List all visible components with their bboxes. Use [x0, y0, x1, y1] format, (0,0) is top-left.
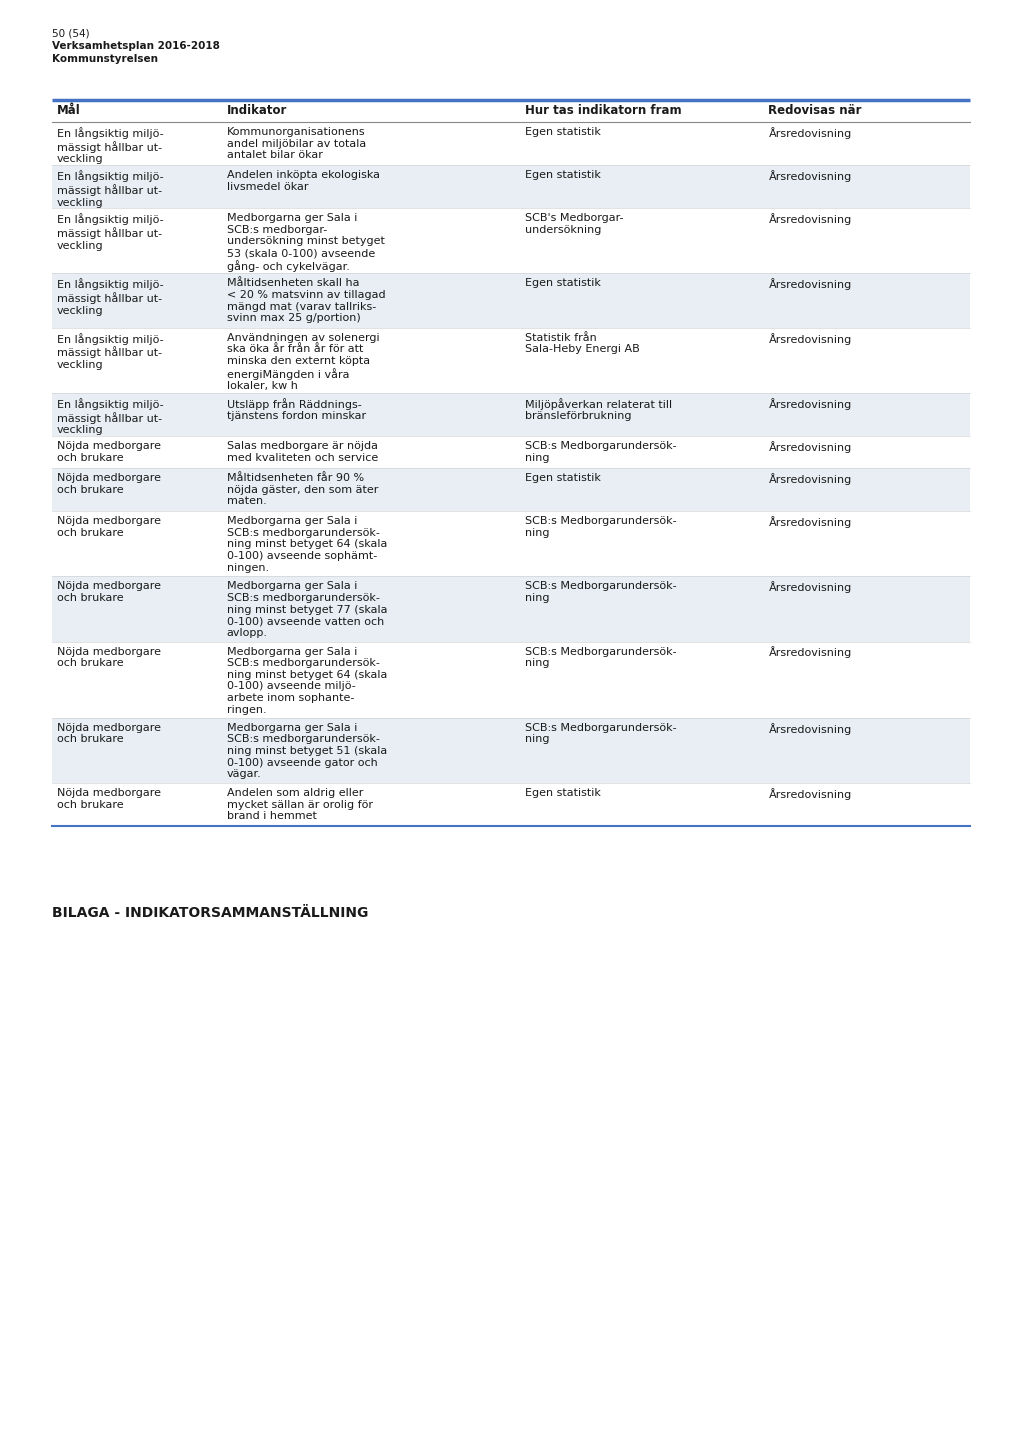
Bar — [52, 468, 970, 511]
Text: Medborgarna ger Sala i
SCB:s medborgar-
undersökning minst betyget
53 (skala 0-1: Medborgarna ger Sala i SCB:s medborgar- … — [227, 213, 385, 272]
Text: En långsiktig miljö-
mässigt hållbar ut-
veckling: En långsiktig miljö- mässigt hållbar ut-… — [57, 278, 164, 316]
Text: Medborgarna ger Sala i
SCB:s medborgarundersök-
ning minst betyget 64 (skala
0-1: Medborgarna ger Sala i SCB:s medborgarun… — [227, 646, 387, 714]
Text: Nöjda medborgare
och brukare: Nöjda medborgare och brukare — [57, 516, 161, 538]
Text: Statistik från
Sala-Heby Energi AB: Statistik från Sala-Heby Energi AB — [525, 333, 640, 354]
Bar — [52, 717, 970, 782]
Text: Nöjda medborgare
och brukare: Nöjda medborgare och brukare — [57, 723, 161, 745]
Text: Årsredovisning: Årsredovisning — [768, 128, 852, 139]
Text: Årsredovisning: Årsredovisning — [768, 213, 852, 225]
Text: Årsredovisning: Årsredovisning — [768, 788, 852, 800]
Text: Årsredovisning: Årsredovisning — [768, 398, 852, 410]
Text: Utsläpp från Räddnings-
tjänstens fordon minskar: Utsläpp från Räddnings- tjänstens fordon… — [227, 398, 366, 422]
Text: Användningen av solenergi
ska öka år från år för att
minska den externt köpta
en: Användningen av solenergi ska öka år frå… — [227, 333, 380, 391]
Text: SCB:s Medborgarundersök-
ning: SCB:s Medborgarundersök- ning — [525, 646, 677, 668]
Text: SCB:s Medborgarundersök-
ning: SCB:s Medborgarundersök- ning — [525, 440, 677, 462]
Text: Nöjda medborgare
och brukare: Nöjda medborgare och brukare — [57, 646, 161, 668]
Text: BILAGA - INDIKATORSAMMANSTÄLLNING: BILAGA - INDIKATORSAMMANSTÄLLNING — [52, 906, 369, 920]
Text: Andelen inköpta ekologiska
livsmedel ökar: Andelen inköpta ekologiska livsmedel öka… — [227, 170, 380, 191]
Text: Egen statistik: Egen statistik — [525, 128, 601, 138]
Text: Nöjda medborgare
och brukare: Nöjda medborgare och brukare — [57, 472, 161, 494]
Text: Årsredovisning: Årsredovisning — [768, 333, 852, 345]
Text: Årsredovisning: Årsredovisning — [768, 440, 852, 454]
Text: Egen statistik: Egen statistik — [525, 278, 601, 288]
Text: Egen statistik: Egen statistik — [525, 170, 601, 180]
Text: Redovisas när: Redovisas när — [768, 104, 862, 117]
Text: En långsiktig miljö-
mässigt hållbar ut-
veckling: En långsiktig miljö- mässigt hållbar ut-… — [57, 170, 164, 207]
Text: Mål: Mål — [57, 104, 81, 117]
Text: Egen statistik: Egen statistik — [525, 472, 601, 483]
Text: Andelen som aldrig eller
mycket sällan är orolig för
brand i hemmet: Andelen som aldrig eller mycket sällan ä… — [227, 788, 373, 822]
Text: Medborgarna ger Sala i
SCB:s medborgarundersök-
ning minst betyget 77 (skala
0-1: Medborgarna ger Sala i SCB:s medborgarun… — [227, 581, 387, 638]
Text: SCB:s Medborgarundersök-
ning: SCB:s Medborgarundersök- ning — [525, 516, 677, 538]
Text: Årsredovisning: Årsredovisning — [768, 278, 852, 290]
Text: Egen statistik: Egen statistik — [525, 788, 601, 798]
Bar — [52, 165, 970, 209]
Text: En långsiktig miljö-
mässigt hållbar ut-
veckling: En långsiktig miljö- mässigt hållbar ut-… — [57, 398, 164, 435]
Bar — [52, 577, 970, 642]
Text: En långsiktig miljö-
mässigt hållbar ut-
veckling: En långsiktig miljö- mässigt hållbar ut-… — [57, 213, 164, 251]
Text: Indikator: Indikator — [227, 104, 287, 117]
Text: 50 (54): 50 (54) — [52, 28, 90, 38]
Text: Kommunstyrelsen: Kommunstyrelsen — [52, 54, 158, 64]
Text: SCB's Medborgar-
undersökning: SCB's Medborgar- undersökning — [525, 213, 624, 235]
Text: Nöjda medborgare
och brukare: Nöjda medborgare och brukare — [57, 581, 161, 603]
Text: Kommunorganisationens
andel miljöbilar av totala
antalet bilar ökar: Kommunorganisationens andel miljöbilar a… — [227, 128, 367, 161]
Text: Salas medborgare är nöjda
med kvaliteten och service: Salas medborgare är nöjda med kvaliteten… — [227, 440, 378, 462]
Text: Hur tas indikatorn fram: Hur tas indikatorn fram — [525, 104, 682, 117]
Text: Måltidsenheten skall ha
< 20 % matsvinn av tillagad
mängd mat (varav tallriks-
s: Måltidsenheten skall ha < 20 % matsvinn … — [227, 278, 385, 323]
Text: Årsredovisning: Årsredovisning — [768, 646, 852, 658]
Text: Årsredovisning: Årsredovisning — [768, 723, 852, 735]
Text: SCB:s Medborgarundersök-
ning: SCB:s Medborgarundersök- ning — [525, 581, 677, 603]
Text: En långsiktig miljö-
mässigt hållbar ut-
veckling: En långsiktig miljö- mässigt hållbar ut-… — [57, 333, 164, 369]
Text: Verksamhetsplan 2016-2018: Verksamhetsplan 2016-2018 — [52, 41, 220, 51]
Text: Nöjda medborgare
och brukare: Nöjda medborgare och brukare — [57, 440, 161, 462]
Text: Miljöpåverkan relaterat till
bränsleförbrukning: Miljöpåverkan relaterat till bränsleförb… — [525, 398, 673, 422]
Text: Nöjda medborgare
och brukare: Nöjda medborgare och brukare — [57, 788, 161, 810]
Text: En långsiktig miljö-
mässigt hållbar ut-
veckling: En långsiktig miljö- mässigt hållbar ut-… — [57, 128, 164, 164]
Text: Måltidsenheten får 90 %
nöjda gäster, den som äter
maten.: Måltidsenheten får 90 % nöjda gäster, de… — [227, 472, 378, 506]
Text: Årsredovisning: Årsredovisning — [768, 581, 852, 593]
Text: Årsredovisning: Årsredovisning — [768, 472, 852, 485]
Bar — [52, 274, 970, 327]
Text: Medborgarna ger Sala i
SCB:s medborgarundersök-
ning minst betyget 64 (skala
0-1: Medborgarna ger Sala i SCB:s medborgarun… — [227, 516, 387, 572]
Bar — [52, 393, 970, 436]
Text: Årsredovisning: Årsredovisning — [768, 516, 852, 527]
Text: Årsredovisning: Årsredovisning — [768, 170, 852, 183]
Text: Medborgarna ger Sala i
SCB:s medborgarundersök-
ning minst betyget 51 (skala
0-1: Medborgarna ger Sala i SCB:s medborgarun… — [227, 723, 387, 780]
Text: SCB:s Medborgarundersök-
ning: SCB:s Medborgarundersök- ning — [525, 723, 677, 745]
